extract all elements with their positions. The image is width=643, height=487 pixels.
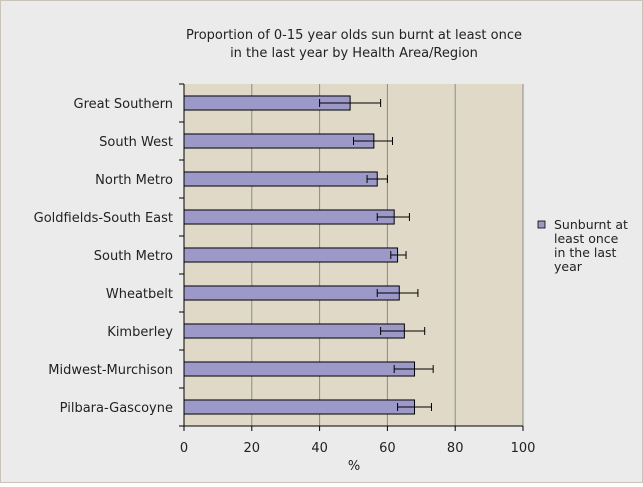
y-axis-ticks [179,83,184,427]
bar-goldfields-south-east [183,209,395,225]
category-label-pilbara-gascoyne: Pilbara-Gascoyne [60,401,173,416]
legend-label-line-1: Sunburnt at [554,217,628,232]
chart-title-line-2: in the last year by Health Area/Region [230,46,478,61]
x-tick-labels: 0 20 40 60 80 100 [180,441,536,456]
category-label-great-southern: Great Southern [74,97,173,112]
error-bar-pilbara-gascoyne [397,403,432,411]
error-bars [319,99,434,411]
x-tick-label-60: 60 [379,441,396,456]
bar-south-metro [183,247,399,263]
category-label-wheatbelt: Wheatbelt [106,287,173,302]
legend-label-line-3: in the last [554,245,617,260]
x-tick-label-80: 80 [447,441,464,456]
error-bar-midwest-murchison [393,365,434,373]
legend-label-line-2: least once [554,231,619,246]
x-axis-label: % [348,459,360,474]
error-bar-kimberley [380,327,426,335]
category-label-south-west: South West [99,135,173,150]
x-tick-label-0: 0 [180,441,188,456]
legend-swatch [537,220,546,229]
bar-wheatbelt [183,285,400,301]
bar-north-metro [183,171,378,187]
x-tick-label-20: 20 [244,441,261,456]
category-label-north-metro: North Metro [95,173,173,188]
x-axis-ticks [183,426,524,431]
error-bar-south-metro [390,251,407,259]
error-bar-north-metro [366,175,388,183]
legend: Sunburnt at least once in the last year [537,217,628,274]
bars [183,95,416,415]
bar-pilbara-gascoyne [183,399,416,415]
legend-label-line-4: year [554,259,583,274]
error-bar-south-west [353,137,393,145]
chart-title-line-1: Proportion of 0-15 year olds sun burnt a… [186,28,522,43]
category-labels: Great Southern South West North Metro Go… [34,97,174,416]
x-tick-label-40: 40 [311,441,328,456]
category-label-south-metro: South Metro [94,249,173,264]
bar-midwest-murchison [183,361,416,377]
error-bar-great-southern [319,99,382,107]
category-label-kimberley: Kimberley [107,325,173,340]
category-label-midwest-murchison: Midwest-Murchison [48,363,173,378]
error-bar-goldfields-south-east [376,213,410,221]
error-bar-wheatbelt [376,289,419,297]
bar-south-west [183,133,375,149]
bar-kimberley [183,323,405,339]
x-tick-label-100: 100 [511,441,536,456]
category-label-goldfields-south-east: Goldfields-South East [34,211,173,226]
